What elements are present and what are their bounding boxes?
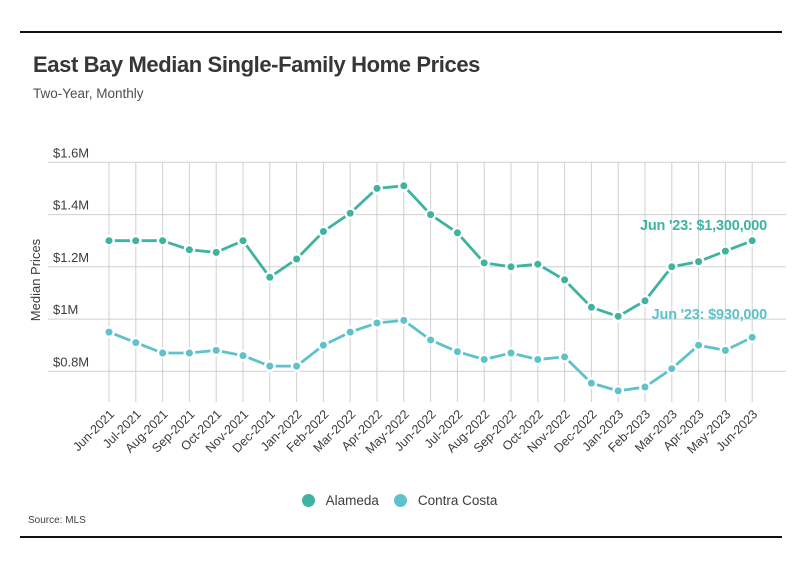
legend: Alameda Contra Costa	[0, 493, 799, 508]
point-alameda-Aug-2021	[156, 234, 169, 247]
x-tick-label: Nov-2021	[203, 407, 251, 455]
x-tick-label: Feb-2023	[605, 407, 653, 455]
point-alameda-Oct-2022	[531, 258, 544, 271]
y-tick-label: $1.4M	[53, 198, 89, 213]
point-alameda-Jun-2022	[424, 208, 437, 221]
chart-subtitle: Two-Year, Monthly	[33, 86, 144, 101]
point-contra-costa-Aug-2022	[478, 353, 491, 366]
point-contra-costa-Jun-2023	[746, 331, 759, 344]
point-contra-costa-Oct-2021	[210, 344, 223, 357]
line-contra-costa	[107, 318, 754, 393]
x-tick-label: Sep-2021	[149, 407, 197, 455]
point-contra-costa-Jul-2021	[129, 336, 142, 349]
point-contra-costa-Apr-2023	[692, 339, 705, 352]
legend-label-contra-costa: Contra Costa	[417, 493, 498, 508]
x-tick-label: Aug-2022	[444, 407, 492, 455]
chart-title: East Bay Median Single-Family Home Price…	[33, 52, 480, 77]
x-tick-label: Oct-2021	[178, 407, 224, 453]
point-alameda-May-2022	[397, 179, 410, 192]
contra-costa-dot-icon	[393, 494, 407, 507]
point-contra-costa-Sep-2021	[183, 347, 196, 359]
x-tick-label: Jul-2022	[422, 407, 466, 451]
alameda-dot-icon	[301, 494, 315, 507]
point-alameda-Apr-2022	[371, 182, 383, 195]
point-alameda-Dec-2021	[263, 271, 276, 284]
line-alameda	[107, 184, 754, 318]
point-contra-costa-Aug-2021	[156, 347, 169, 359]
x-tick-label: Jun-2021	[70, 407, 117, 454]
point-contra-costa-Oct-2022	[531, 353, 544, 366]
point-contra-costa-Mar-2023	[665, 362, 678, 375]
x-tick-label: Aug-2021	[122, 407, 170, 455]
point-contra-costa-Jan-2023	[612, 384, 625, 397]
annotation-alameda: Jun '23: $1,300,000	[640, 218, 767, 234]
point-alameda-Jun-2023	[746, 234, 759, 247]
point-alameda-May-2023	[719, 245, 732, 258]
point-alameda-Nov-2021	[237, 234, 249, 247]
point-alameda-Mar-2023	[665, 260, 678, 273]
point-contra-costa-Jan-2022	[290, 360, 303, 372]
point-contra-costa-Feb-2022	[317, 339, 330, 352]
bottom-rule	[20, 536, 782, 538]
point-contra-costa-Nov-2022	[558, 350, 571, 363]
point-alameda-Jun-2021	[103, 234, 115, 247]
x-tick-label: Jun-2023	[714, 407, 761, 454]
point-contra-costa-Mar-2022	[344, 326, 357, 338]
point-contra-costa-Nov-2021	[237, 349, 249, 362]
point-alameda-Jul-2021	[129, 234, 142, 247]
point-alameda-Oct-2021	[210, 246, 223, 259]
point-alameda-Dec-2022	[585, 301, 598, 314]
point-contra-costa-May-2022	[397, 314, 410, 327]
x-tick-label: May-2022	[363, 407, 412, 456]
point-contra-costa-Jun-2021	[103, 326, 115, 338]
point-alameda-Aug-2022	[478, 256, 491, 269]
point-contra-costa-Dec-2022	[585, 377, 598, 389]
legend-item-contra-costa: Contra Costa	[393, 493, 498, 508]
point-alameda-Feb-2023	[639, 294, 651, 307]
point-alameda-Sep-2021	[183, 243, 196, 256]
point-contra-costa-Feb-2023	[639, 381, 651, 393]
point-alameda-Jul-2022	[451, 226, 464, 239]
point-alameda-Mar-2022	[344, 207, 357, 220]
point-alameda-Nov-2022	[558, 273, 571, 286]
x-tick-label: Jan-2022	[258, 407, 305, 454]
point-alameda-Sep-2022	[505, 260, 517, 273]
x-tick-label: Jun-2022	[392, 407, 439, 454]
x-tick-label: Sep-2022	[471, 407, 519, 455]
y-tick-label: $1M	[53, 302, 78, 317]
point-contra-costa-Apr-2022	[371, 317, 383, 329]
point-alameda-Jan-2023	[612, 310, 625, 323]
legend-label-alameda: Alameda	[325, 493, 379, 508]
x-tick-label: Nov-2022	[524, 407, 572, 455]
x-tick-label: May-2023	[684, 407, 733, 456]
point-alameda-Apr-2023	[692, 255, 705, 268]
point-contra-costa-Jun-2022	[424, 334, 437, 346]
x-tick-label: Mar-2022	[311, 407, 359, 455]
y-tick-label: $1.6M	[53, 145, 89, 160]
x-tick-label: Dec-2021	[230, 407, 278, 455]
top-rule	[20, 31, 782, 33]
annotation-contra-costa: Jun '23: $930,000	[652, 307, 767, 323]
x-tick-label: Jul-2021	[100, 407, 144, 451]
y-axis-title: Median Prices	[28, 238, 43, 321]
y-tick-label: $0.8M	[53, 354, 89, 369]
point-contra-costa-Jul-2022	[451, 345, 464, 358]
x-tick-label: Jan-2023	[580, 407, 627, 454]
x-tick-label: Dec-2022	[551, 407, 599, 455]
point-alameda-Jan-2022	[290, 253, 303, 265]
x-tick-label: Apr-2023	[660, 407, 706, 453]
point-contra-costa-May-2023	[719, 344, 732, 357]
y-tick-label: $1.2M	[53, 250, 89, 265]
x-tick-label: Feb-2022	[284, 407, 332, 455]
x-tick-label: Apr-2022	[339, 407, 385, 453]
x-tick-label: Oct-2022	[500, 407, 546, 453]
legend-item-alameda: Alameda	[301, 493, 379, 508]
x-tick-label: Mar-2023	[632, 407, 680, 455]
point-contra-costa-Sep-2022	[505, 347, 517, 359]
source-note: Source: MLS	[28, 515, 86, 526]
point-alameda-Feb-2022	[317, 225, 330, 238]
point-contra-costa-Dec-2021	[263, 360, 276, 372]
